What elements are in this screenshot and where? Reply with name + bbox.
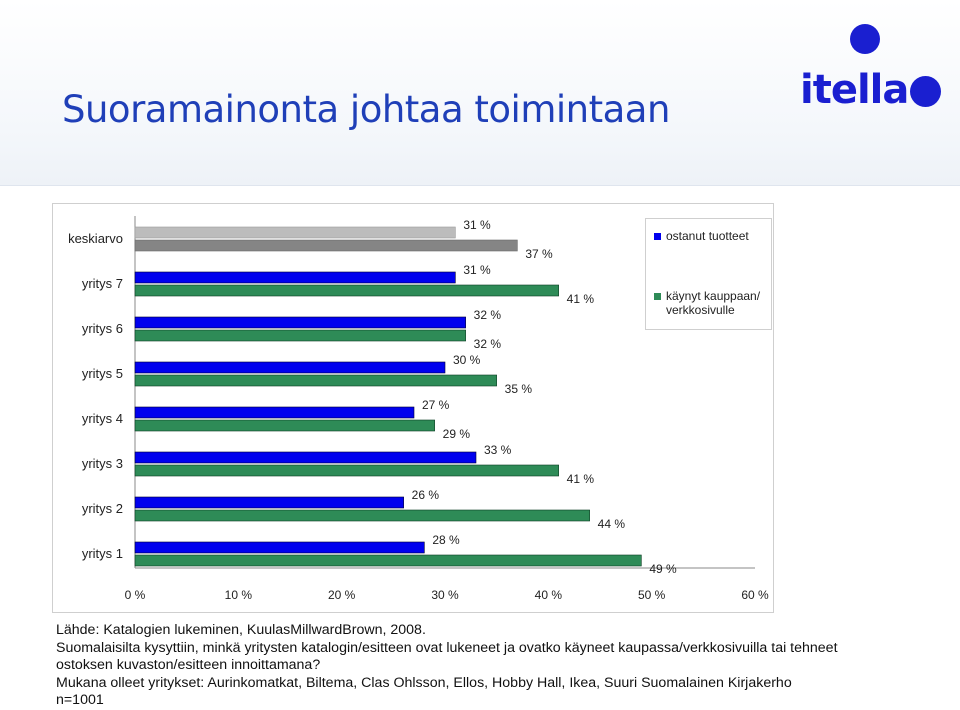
y-category-label: yritys 3 bbox=[82, 456, 123, 471]
logo-end-dot-icon bbox=[910, 76, 941, 107]
x-tick-label: 10 % bbox=[225, 588, 253, 602]
question-note-line2: ostoksen kuvaston/esitteen innoittamana? bbox=[56, 657, 321, 673]
bar-kaynyt bbox=[134, 329, 466, 342]
y-category-label: yritys 4 bbox=[82, 411, 123, 426]
sample-size-note: n=1001 bbox=[56, 692, 104, 708]
bar-average-kaynyt bbox=[134, 239, 518, 252]
legend-label: ostanut tuotteet bbox=[666, 229, 749, 243]
x-tick-label: 30 % bbox=[431, 588, 459, 602]
data-label-ostanut: 30 % bbox=[453, 353, 481, 367]
x-tick-label: 20 % bbox=[328, 588, 356, 602]
chart-notes: Lähde: Katalogien lukeminen, KuulasMillw… bbox=[56, 622, 956, 710]
y-category-label: yritys 1 bbox=[82, 546, 123, 561]
data-label-kaynyt: 41 % bbox=[567, 292, 595, 306]
data-label-ostanut: 32 % bbox=[474, 308, 502, 322]
data-label-ostanut: 31 % bbox=[463, 218, 491, 232]
y-category-label: yritys 2 bbox=[82, 501, 123, 516]
y-category-label: yritys 7 bbox=[82, 276, 123, 291]
data-label-ostanut: 33 % bbox=[484, 443, 512, 457]
source-note: Lähde: Katalogien lukeminen, KuulasMillw… bbox=[56, 622, 426, 638]
bar-ostanut bbox=[134, 541, 425, 554]
page-title: Suoramainonta johtaa toimintaan bbox=[62, 88, 670, 131]
bar-ostanut bbox=[134, 406, 415, 419]
header-divider bbox=[0, 185, 960, 186]
question-note-line1: Suomalaisilta kysyttiin, minkä yritysten… bbox=[56, 639, 838, 656]
header-band bbox=[0, 0, 960, 185]
data-label-ostanut: 28 % bbox=[432, 533, 460, 547]
data-label-kaynyt: 41 % bbox=[567, 472, 595, 486]
data-label-ostanut: 26 % bbox=[412, 488, 440, 502]
data-label-ostanut: 27 % bbox=[422, 398, 450, 412]
x-tick-label: 60 % bbox=[741, 588, 769, 602]
bar-ostanut bbox=[134, 316, 466, 329]
bar-ostanut bbox=[134, 271, 456, 284]
chart-legend: ostanut tuotteet käynyt kauppaan/ verkko… bbox=[645, 218, 772, 330]
x-tick-label: 40 % bbox=[535, 588, 563, 602]
data-label-kaynyt: 37 % bbox=[525, 247, 553, 261]
data-label-kaynyt: 49 % bbox=[649, 562, 677, 576]
y-category-label: keskiarvo bbox=[68, 231, 123, 246]
bar-average-ostanut bbox=[134, 226, 456, 239]
data-label-kaynyt: 32 % bbox=[474, 337, 502, 351]
bar-ostanut bbox=[134, 361, 446, 374]
bar-kaynyt bbox=[134, 374, 497, 387]
data-label-kaynyt: 44 % bbox=[598, 517, 626, 531]
logo-dot-icon bbox=[850, 24, 880, 54]
x-tick-label: 0 % bbox=[125, 588, 146, 602]
bar-kaynyt bbox=[134, 554, 642, 567]
bar-kaynyt bbox=[134, 464, 559, 477]
companies-note: Mukana olleet yritykset: Aurinkomatkat, … bbox=[56, 674, 792, 691]
legend-swatch-blue bbox=[654, 233, 661, 240]
bar-kaynyt bbox=[134, 419, 435, 432]
data-label-kaynyt: 35 % bbox=[505, 382, 533, 396]
bar-ostanut bbox=[134, 451, 477, 464]
data-label-kaynyt: 29 % bbox=[443, 427, 471, 441]
y-category-label: yritys 5 bbox=[82, 366, 123, 381]
data-label-ostanut: 31 % bbox=[463, 263, 491, 277]
bar-ostanut bbox=[134, 496, 404, 509]
logo-text: itella bbox=[800, 67, 909, 113]
y-category-label: yritys 6 bbox=[82, 321, 123, 336]
legend-label: käynyt kauppaan/ verkkosivulle bbox=[666, 289, 761, 317]
legend-swatch-green bbox=[654, 293, 661, 300]
bar-kaynyt bbox=[134, 284, 559, 297]
bar-kaynyt bbox=[134, 509, 590, 522]
itella-logo: itella bbox=[798, 18, 943, 113]
x-tick-label: 50 % bbox=[638, 588, 666, 602]
